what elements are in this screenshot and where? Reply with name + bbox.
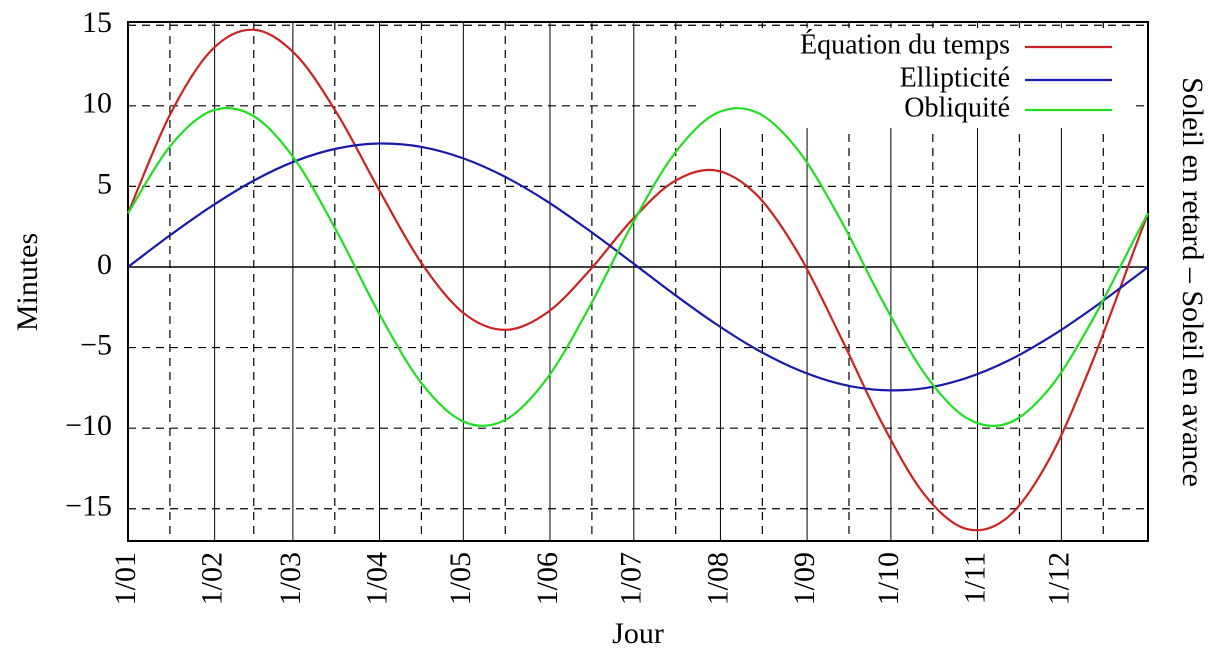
- legend-background: [700, 28, 1130, 128]
- x-tick-label: 1/05: [444, 552, 477, 605]
- y-tick-label: 0: [97, 248, 112, 281]
- x-tick-label: 1/06: [531, 552, 564, 605]
- x-tick-label: 1/09: [788, 552, 821, 605]
- y-tick-label: −5: [80, 328, 112, 361]
- x-tick-label: 1/01: [109, 552, 142, 605]
- y-tick-label: 15: [82, 6, 112, 39]
- legend-label: Équation du temps: [800, 29, 1010, 60]
- y-axis-label: Minutes: [11, 233, 44, 331]
- legend-label: Obliquité: [904, 92, 1010, 123]
- x-tick-label: 1/07: [615, 552, 648, 605]
- y-tick-label: −10: [65, 409, 112, 442]
- series-line: [127, 142, 1149, 392]
- series-line: [127, 106, 1149, 428]
- x-tick-label: 1/10: [872, 552, 905, 605]
- x-axis-label: Jour: [612, 617, 664, 650]
- x-tick-label: 1/04: [360, 552, 393, 605]
- x-tick-label: 1/12: [1042, 552, 1075, 605]
- y-tick-label: 10: [82, 87, 112, 120]
- x-tick-label: 1/03: [274, 552, 307, 605]
- series-line: [126, 28, 1150, 532]
- y2-axis-label: Soleil en retard – Soleil en avance: [1176, 77, 1209, 487]
- x-tick-label: 1/02: [196, 552, 229, 605]
- legend-label: Ellipticité: [900, 62, 1010, 93]
- plot-frame: [127, 21, 1149, 542]
- y-tick-label: 5: [97, 167, 112, 200]
- y-tick-label: −15: [65, 490, 112, 523]
- x-tick-label: 1/08: [701, 552, 734, 605]
- x-tick-label: 1/11: [958, 552, 991, 604]
